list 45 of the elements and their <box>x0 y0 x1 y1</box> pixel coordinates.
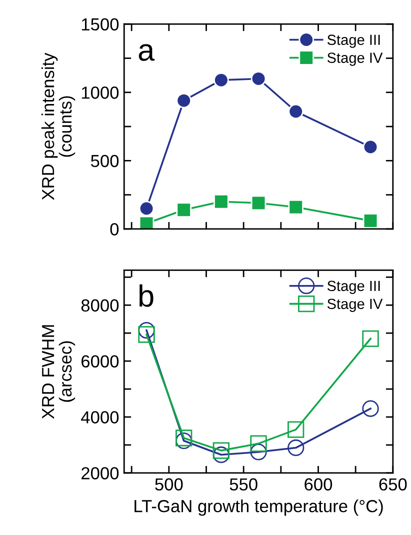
y-tick-label: 6000 <box>82 355 119 368</box>
x-tick-label: 650 <box>379 478 407 491</box>
point <box>138 322 155 339</box>
annotation: b <box>140 284 154 307</box>
point <box>362 400 379 417</box>
point <box>138 216 154 229</box>
y-axis-title: XRD peak intensity (counts) <box>41 52 76 200</box>
point <box>176 430 192 446</box>
y-tick-label: 1500 <box>82 18 119 31</box>
point <box>288 439 304 456</box>
point <box>250 444 267 460</box>
point <box>250 71 266 86</box>
point <box>250 435 267 452</box>
x-tick-label: 500 <box>155 478 183 491</box>
point <box>176 432 192 450</box>
point <box>362 213 378 228</box>
point <box>212 442 230 459</box>
legend-label: Stage IV <box>327 298 383 312</box>
legend-label: Stage III <box>327 34 380 48</box>
y-tick-label: 2000 <box>82 467 119 480</box>
point <box>214 194 229 210</box>
point <box>362 139 378 155</box>
legend-label: Stage IV <box>327 52 383 66</box>
annotation: a <box>138 44 155 61</box>
point <box>176 92 192 108</box>
y-tick-label: 8000 <box>81 299 119 312</box>
point <box>138 200 154 216</box>
point <box>288 104 304 120</box>
x-tick-label: 600 <box>304 478 332 491</box>
y-tick-label: 0 <box>110 223 119 236</box>
x-tick-label: 550 <box>230 478 258 491</box>
point <box>138 326 155 343</box>
point <box>250 195 266 211</box>
point <box>288 199 304 215</box>
legend-label: Stage III <box>327 280 380 294</box>
point <box>214 72 229 88</box>
point <box>288 421 304 438</box>
y-axis-title: XRD FWHM (arcsec) <box>42 325 76 419</box>
y-tick-label: 4000 <box>81 411 119 424</box>
point <box>176 202 192 218</box>
y-tick-label: 1000 <box>82 86 119 99</box>
point <box>362 330 379 348</box>
y-tick-label: 500 <box>90 154 119 168</box>
point <box>212 446 230 464</box>
x-axis-title: LT-GaN growth temperature (°C) <box>134 500 383 516</box>
